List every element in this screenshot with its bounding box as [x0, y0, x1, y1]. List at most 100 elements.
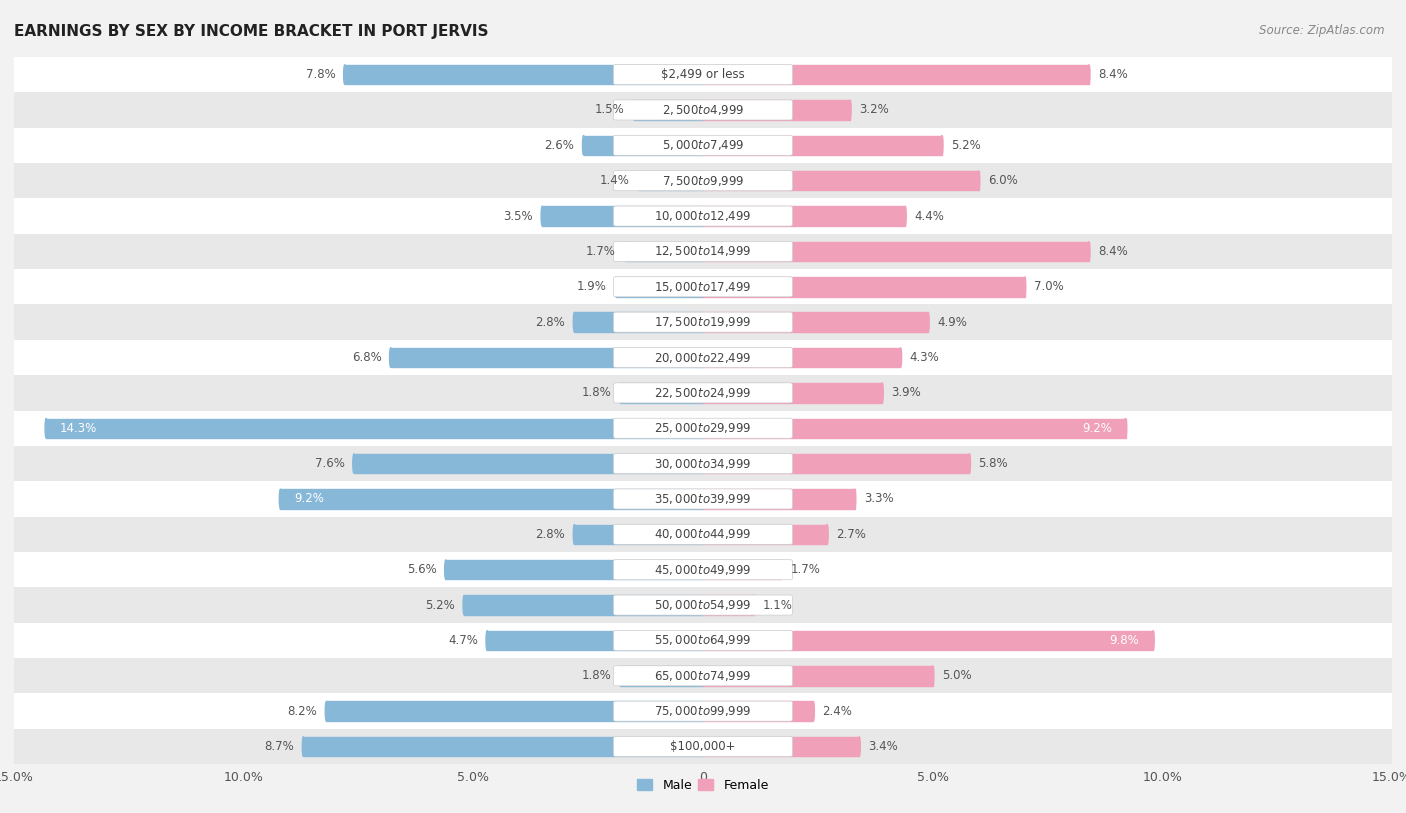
Bar: [14, 623, 1392, 658]
Text: 8.2%: 8.2%: [287, 705, 318, 718]
Ellipse shape: [941, 136, 943, 155]
Ellipse shape: [1088, 241, 1090, 261]
Text: $2,499 or less: $2,499 or less: [661, 68, 745, 81]
Text: $22,500 to $24,999: $22,500 to $24,999: [654, 386, 752, 400]
Bar: [14, 304, 1392, 340]
Text: 7.6%: 7.6%: [315, 457, 344, 470]
Bar: [14, 517, 1392, 552]
Bar: [14, 693, 1392, 729]
Text: $12,500 to $14,999: $12,500 to $14,999: [654, 245, 752, 259]
Text: 3.2%: 3.2%: [859, 103, 889, 116]
Text: $40,000 to $44,999: $40,000 to $44,999: [654, 528, 752, 541]
FancyBboxPatch shape: [613, 701, 793, 721]
Text: 4.4%: 4.4%: [914, 210, 945, 223]
Text: $10,000 to $12,499: $10,000 to $12,499: [654, 209, 752, 223]
Bar: [14, 163, 1392, 198]
Text: 4.9%: 4.9%: [938, 315, 967, 328]
Text: 1.8%: 1.8%: [582, 669, 612, 682]
Ellipse shape: [825, 524, 828, 544]
Ellipse shape: [882, 383, 883, 402]
FancyBboxPatch shape: [613, 630, 793, 650]
Text: 3.3%: 3.3%: [863, 493, 893, 506]
Text: $35,000 to $39,999: $35,000 to $39,999: [654, 492, 752, 506]
Ellipse shape: [486, 631, 488, 650]
Ellipse shape: [574, 312, 575, 332]
FancyBboxPatch shape: [613, 276, 793, 297]
Ellipse shape: [849, 100, 851, 120]
Ellipse shape: [614, 277, 617, 297]
Text: 2.8%: 2.8%: [536, 315, 565, 328]
Bar: [14, 446, 1392, 481]
Bar: [14, 128, 1392, 163]
Ellipse shape: [1088, 65, 1090, 85]
Ellipse shape: [389, 348, 392, 367]
Ellipse shape: [343, 65, 346, 85]
Text: 9.2%: 9.2%: [1081, 422, 1112, 435]
Text: 3.4%: 3.4%: [869, 740, 898, 753]
Ellipse shape: [45, 419, 48, 438]
Bar: [14, 92, 1392, 128]
Text: 2.6%: 2.6%: [544, 139, 575, 152]
Ellipse shape: [904, 207, 907, 226]
FancyBboxPatch shape: [613, 559, 793, 580]
Text: $75,000 to $99,999: $75,000 to $99,999: [654, 704, 752, 718]
Ellipse shape: [858, 737, 860, 756]
Text: 1.8%: 1.8%: [582, 386, 612, 399]
FancyBboxPatch shape: [613, 241, 793, 262]
Text: 3.5%: 3.5%: [503, 210, 533, 223]
Ellipse shape: [977, 171, 980, 190]
Bar: [14, 411, 1392, 446]
Bar: [14, 729, 1392, 764]
Text: $45,000 to $49,999: $45,000 to $49,999: [654, 563, 752, 576]
FancyBboxPatch shape: [613, 135, 793, 155]
Text: $2,500 to $4,999: $2,500 to $4,999: [662, 103, 744, 117]
Bar: [14, 481, 1392, 517]
FancyBboxPatch shape: [613, 206, 793, 226]
FancyBboxPatch shape: [613, 454, 793, 474]
Text: $65,000 to $74,999: $65,000 to $74,999: [654, 669, 752, 683]
Bar: [14, 659, 1392, 693]
Ellipse shape: [1125, 419, 1126, 438]
Text: $7,500 to $9,999: $7,500 to $9,999: [662, 174, 744, 188]
Text: $30,000 to $34,999: $30,000 to $34,999: [654, 457, 752, 471]
Text: $55,000 to $64,999: $55,000 to $64,999: [654, 633, 752, 647]
FancyBboxPatch shape: [613, 64, 793, 85]
Text: 1.7%: 1.7%: [790, 563, 820, 576]
Ellipse shape: [325, 702, 328, 721]
Ellipse shape: [574, 524, 575, 544]
Text: 8.7%: 8.7%: [264, 740, 294, 753]
Text: 2.7%: 2.7%: [837, 528, 866, 541]
Ellipse shape: [900, 348, 901, 367]
Ellipse shape: [780, 560, 782, 580]
Bar: [14, 233, 1392, 269]
Text: 4.7%: 4.7%: [449, 634, 478, 647]
Text: 9.2%: 9.2%: [294, 493, 325, 506]
FancyBboxPatch shape: [613, 666, 793, 686]
FancyBboxPatch shape: [613, 171, 793, 191]
Bar: [14, 340, 1392, 375]
Text: $25,000 to $29,999: $25,000 to $29,999: [654, 421, 752, 435]
Ellipse shape: [927, 312, 929, 332]
Ellipse shape: [541, 207, 543, 226]
Ellipse shape: [1152, 631, 1154, 650]
FancyBboxPatch shape: [613, 383, 793, 403]
Legend: Male, Female: Male, Female: [633, 774, 773, 797]
Text: 3.9%: 3.9%: [891, 386, 921, 399]
Ellipse shape: [752, 595, 755, 615]
Text: $50,000 to $54,999: $50,000 to $54,999: [654, 598, 752, 612]
Text: 5.0%: 5.0%: [942, 669, 972, 682]
Text: $20,000 to $22,499: $20,000 to $22,499: [654, 350, 752, 364]
Ellipse shape: [353, 454, 356, 473]
Text: 9.8%: 9.8%: [1109, 634, 1139, 647]
Text: $100,000+: $100,000+: [671, 740, 735, 753]
Ellipse shape: [853, 489, 856, 509]
Text: 8.4%: 8.4%: [1098, 68, 1128, 81]
Text: 8.4%: 8.4%: [1098, 245, 1128, 258]
Ellipse shape: [1024, 277, 1025, 297]
Ellipse shape: [969, 454, 970, 473]
Text: 14.3%: 14.3%: [60, 422, 97, 435]
Ellipse shape: [280, 489, 281, 509]
Text: 5.2%: 5.2%: [425, 598, 456, 611]
Ellipse shape: [444, 560, 447, 580]
Text: $17,500 to $19,999: $17,500 to $19,999: [654, 315, 752, 329]
